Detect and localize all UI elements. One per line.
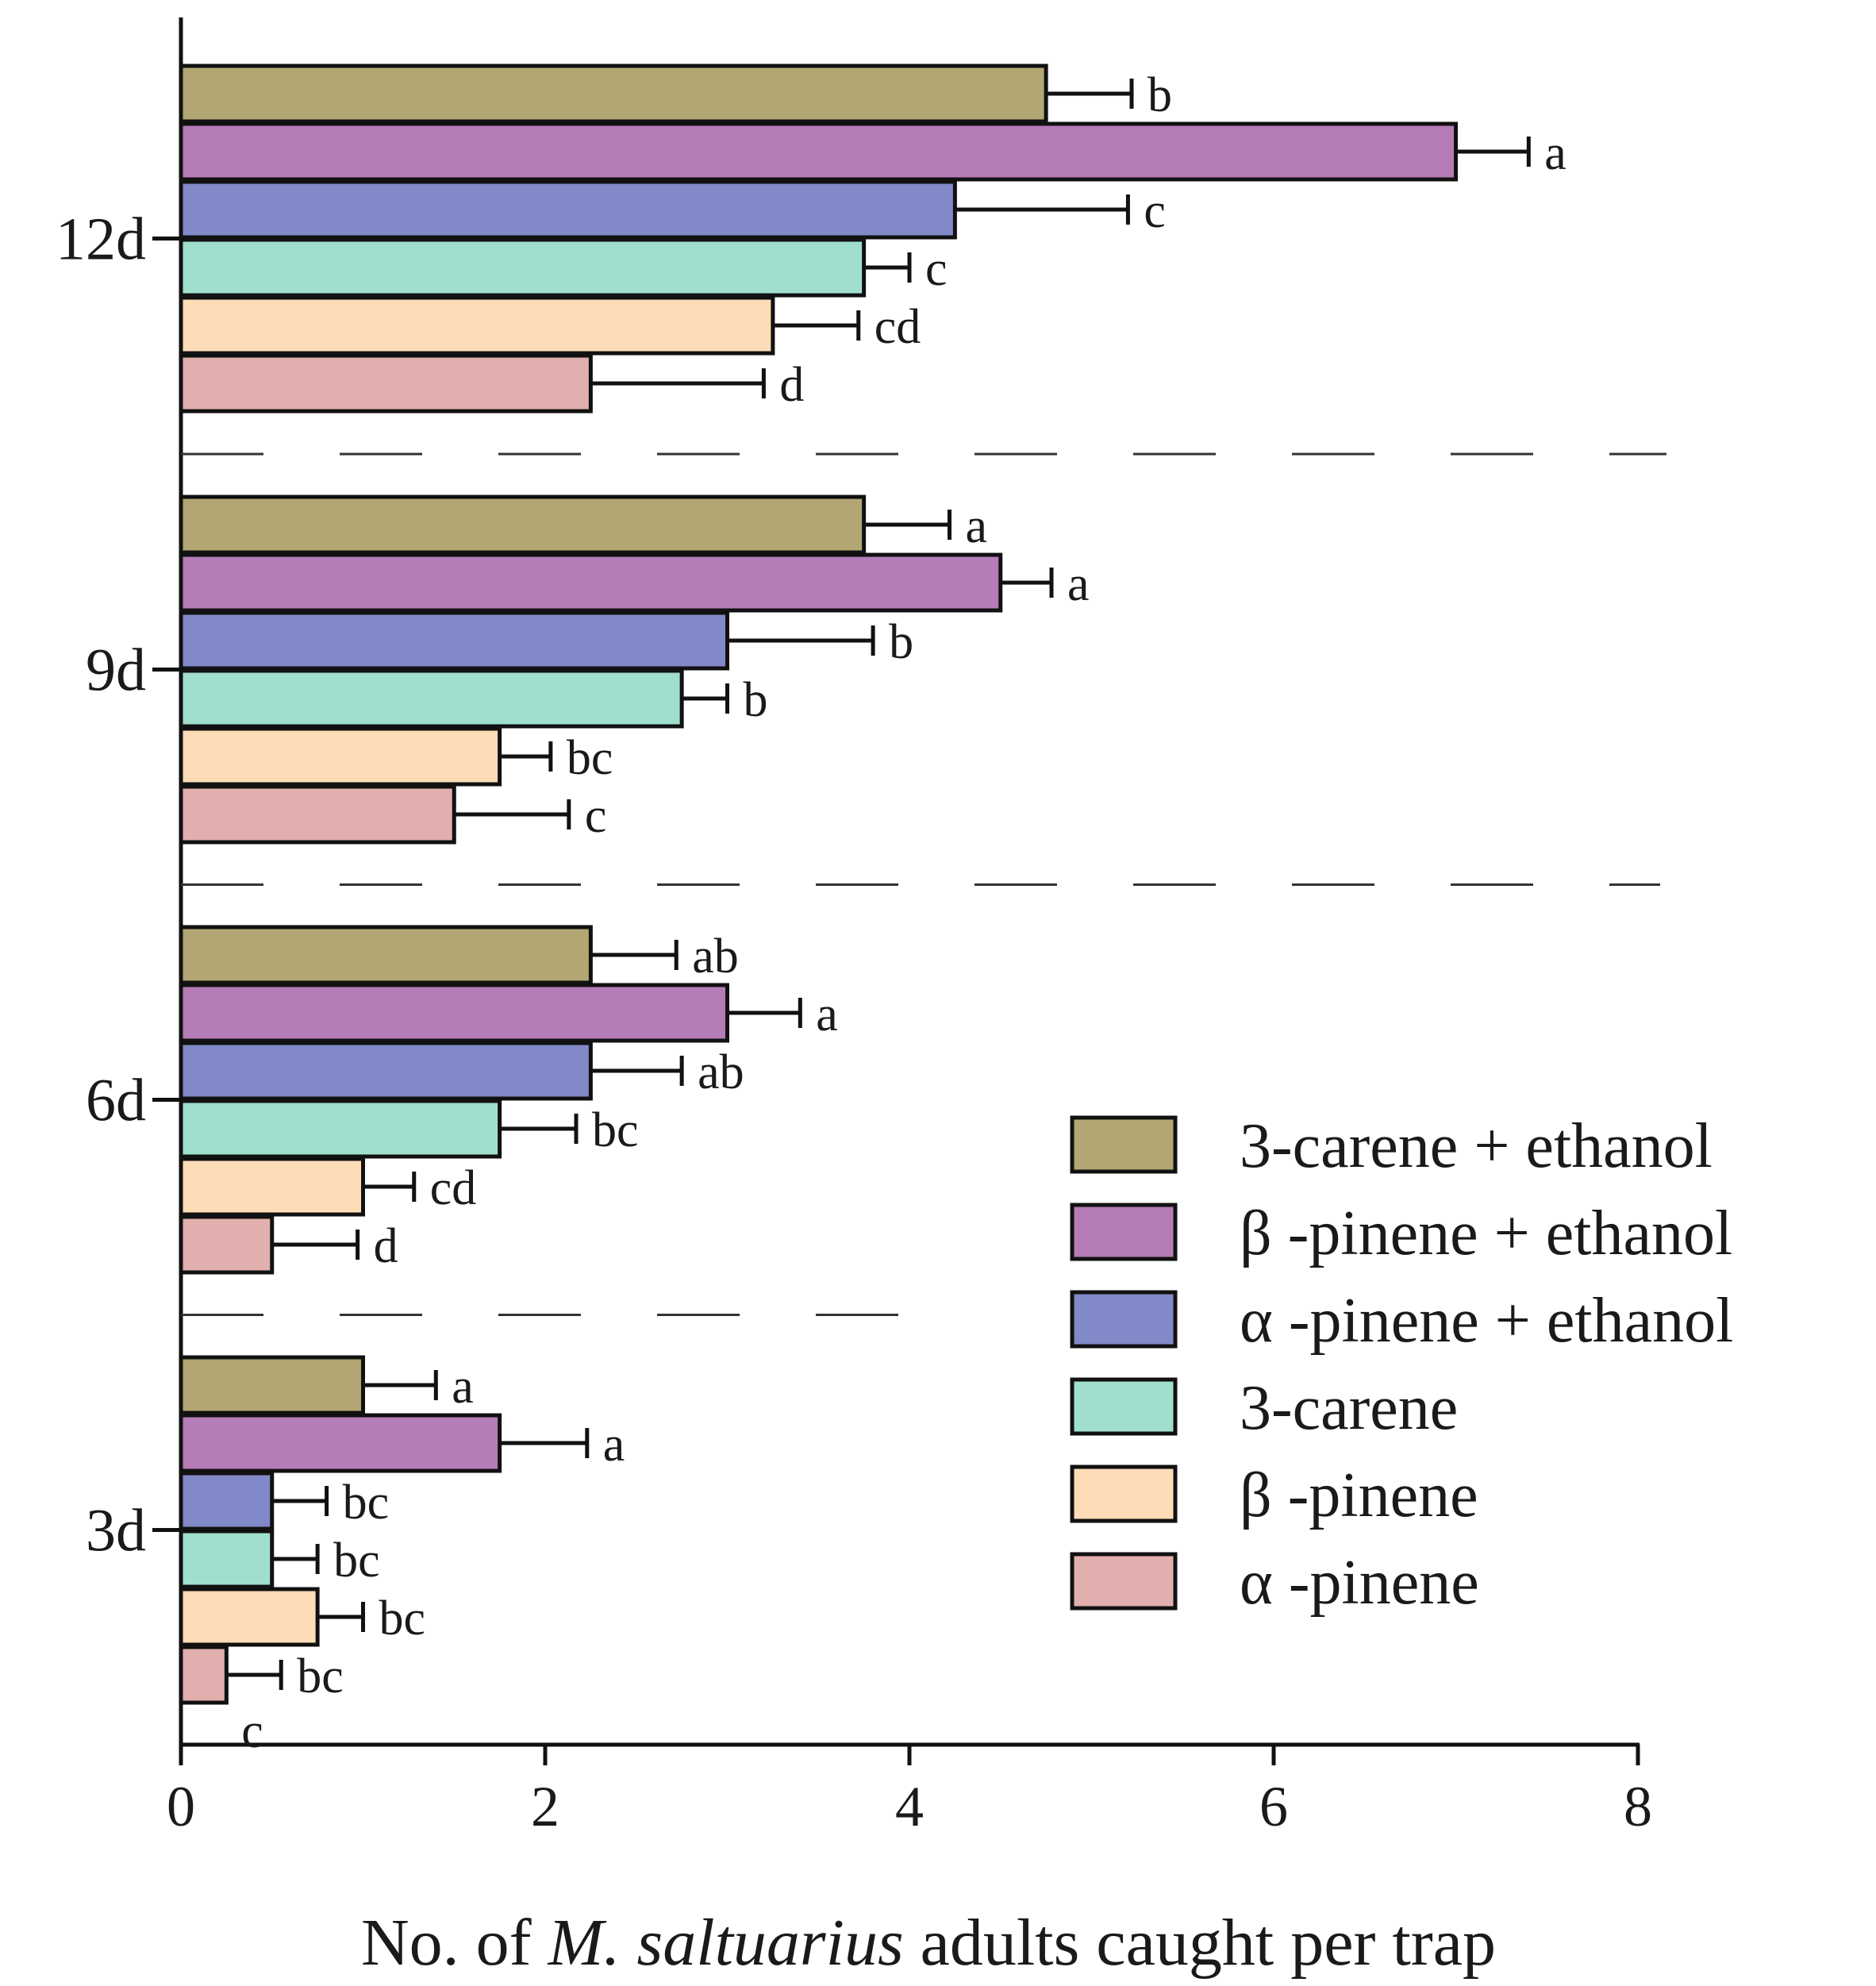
- significance-label-9d-series-1: a: [965, 499, 987, 553]
- bar-3d-series-2: [179, 1413, 502, 1473]
- x-tick-label-4: 4: [895, 1775, 924, 1838]
- extra-label-1: c: [241, 1704, 263, 1758]
- legend-swatch-1: [1070, 1115, 1178, 1174]
- significance-label-3d-series-3: bc: [343, 1476, 390, 1530]
- bar-3d-series-5: [179, 1587, 320, 1647]
- x-tick-label-8: 8: [1624, 1775, 1652, 1838]
- significance-label-6d-series-2: a: [816, 987, 838, 1041]
- bar-12d-series-6: [179, 353, 593, 414]
- significance-label-6d-series-5: cd: [430, 1161, 477, 1215]
- bar-9d-series-1: [179, 495, 867, 555]
- significance-label-9d-series-2: a: [1067, 557, 1090, 611]
- significance-label-12d-series-1: b: [1148, 68, 1172, 122]
- bar-6d-series-3: [179, 1041, 593, 1101]
- legend-label-3: α -pinene + ethanol: [1240, 1286, 1733, 1356]
- significance-label-6d-series-4: bc: [592, 1103, 639, 1157]
- significance-label-3d-series-4: bc: [333, 1534, 380, 1588]
- significance-label-3d-series-1: a: [452, 1360, 474, 1414]
- category-label-3d: 3d: [86, 1498, 146, 1565]
- bar-3d-series-3: [179, 1471, 275, 1531]
- legend-label-2: β -pinene + ethanol: [1240, 1199, 1732, 1268]
- legend-swatch-4: [1070, 1377, 1178, 1436]
- bar-3d-series-6: [179, 1645, 229, 1705]
- significance-label-12d-series-5: cd: [875, 300, 921, 354]
- bar-12d-series-4: [179, 237, 867, 298]
- significance-label-6d-series-6: d: [374, 1219, 398, 1273]
- bar-6d-series-2: [179, 983, 729, 1043]
- bar-6d-series-1: [179, 925, 593, 985]
- significance-label-9d-series-3: b: [889, 615, 913, 669]
- x-tick-label-6: 6: [1259, 1775, 1288, 1838]
- legend-label-1: 3-carene + ethanol: [1240, 1111, 1713, 1181]
- significance-label-9d-series-6: c: [585, 789, 607, 843]
- x-axis-title-prefix: No. of: [361, 1906, 548, 1980]
- legend-label-5: β -pinene: [1240, 1461, 1478, 1530]
- bar-6d-series-5: [179, 1157, 365, 1217]
- bar-12d-series-1: [179, 64, 1048, 124]
- legend: 3-carene + ethanol β -pinene + ethanol α -…: [1070, 1111, 1733, 1618]
- bar-9d-series-4: [179, 668, 684, 729]
- bar-6d-series-6: [179, 1214, 275, 1275]
- x-axis-title-suffix: adults caught per trap: [904, 1906, 1496, 1980]
- significance-label-6d-series-1: ab: [692, 929, 739, 983]
- category-label-12d: 12d: [56, 206, 146, 273]
- legend-swatch-3: [1070, 1290, 1178, 1349]
- significance-label-9d-series-5: bc: [567, 731, 613, 785]
- legend-label-6: α -pinene: [1240, 1548, 1479, 1618]
- legend-swatch-2: [1070, 1203, 1178, 1261]
- bar-3d-series-4: [179, 1529, 275, 1589]
- bar-3d-series-1: [179, 1355, 365, 1415]
- significance-label-12d-series-3: c: [1144, 184, 1166, 238]
- significance-label-6d-series-3: ab: [698, 1045, 744, 1099]
- plot-area: 0 2 4 6 812dbacccdd9daabbbcc6dabaabbccdd3daa…: [56, 17, 1666, 1838]
- bar-9d-series-3: [179, 610, 729, 671]
- significance-label-12d-series-2: a: [1544, 126, 1567, 180]
- significance-label-3d-series-6: bc: [297, 1649, 344, 1703]
- legend-swatch-6: [1070, 1552, 1178, 1611]
- bar-9d-series-5: [179, 726, 502, 787]
- x-axis-title: No. of M. saltuarius adults caught per t…: [361, 1906, 1496, 1980]
- bar-12d-series-3: [179, 179, 957, 240]
- significance-label-12d-series-6: d: [779, 358, 804, 412]
- x-axis-title-species: M. saltuarius: [548, 1906, 904, 1980]
- x-tick-label-0: 0: [167, 1775, 195, 1838]
- bar-9d-series-6: [179, 784, 456, 845]
- bar-12d-series-5: [179, 295, 775, 356]
- significance-label-3d-series-2: a: [603, 1418, 625, 1472]
- bar-9d-series-2: [179, 552, 1003, 613]
- significance-label-12d-series-4: c: [925, 242, 948, 296]
- significance-label-9d-series-4: b: [744, 673, 768, 727]
- bar-6d-series-4: [179, 1099, 502, 1159]
- category-label-9d: 9d: [86, 637, 146, 704]
- legend-label-4: 3-carene: [1240, 1373, 1458, 1443]
- significance-label-3d-series-5: bc: [379, 1591, 426, 1645]
- category-label-6d: 6d: [86, 1068, 146, 1134]
- bar-12d-series-2: [179, 121, 1458, 182]
- x-tick-label-2: 2: [531, 1775, 559, 1838]
- legend-swatch-5: [1070, 1464, 1178, 1523]
